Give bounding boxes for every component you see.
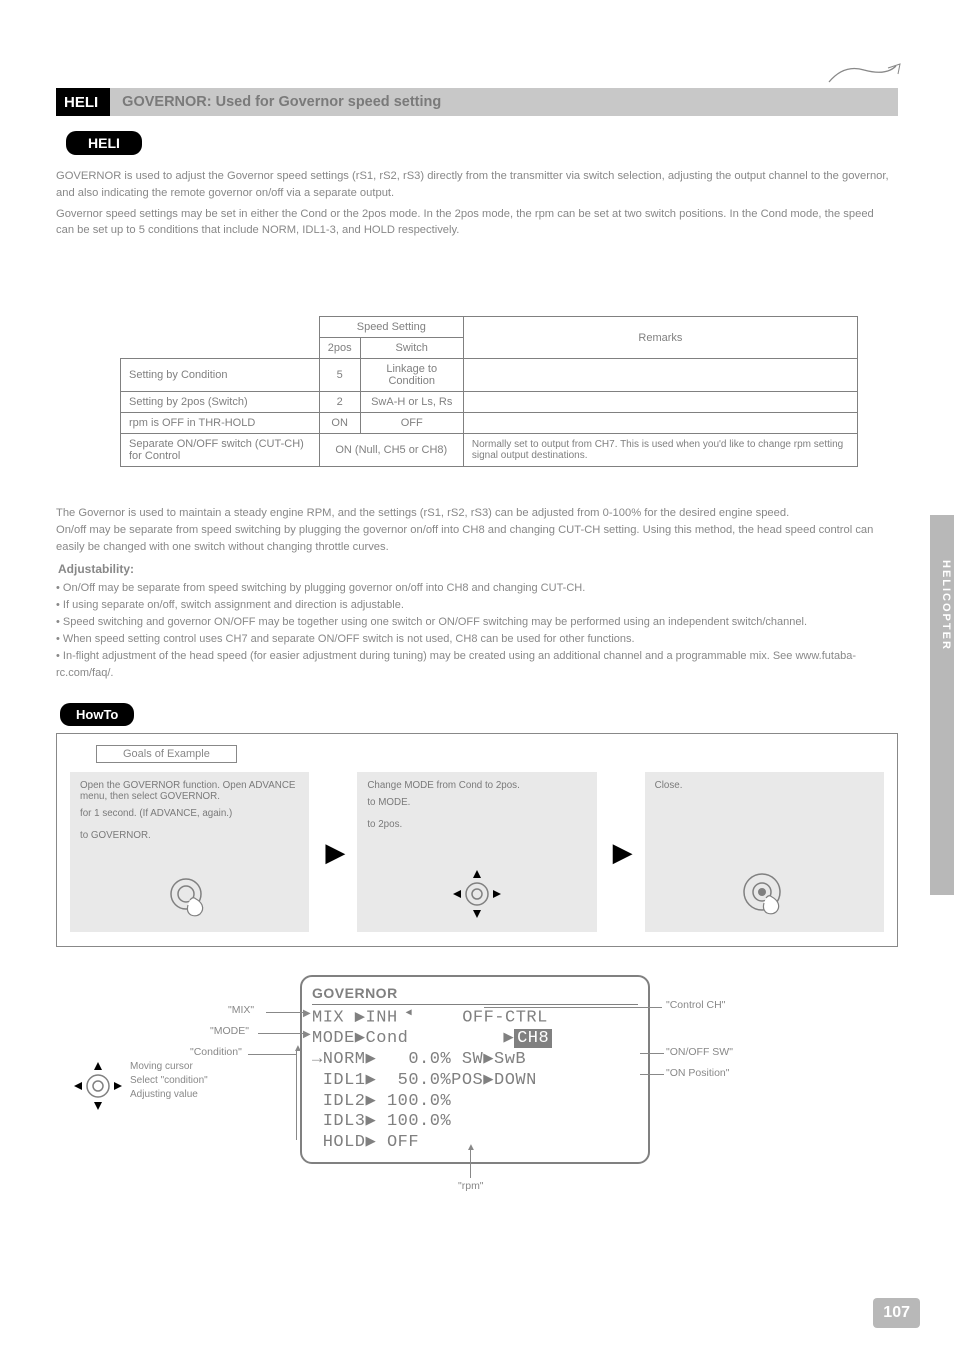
heli-tab: HELI — [56, 88, 110, 116]
howto-step-1: Open the GOVERNOR function. Open ADVANCE… — [70, 772, 309, 932]
chevron-right-icon: ▶ — [325, 837, 341, 868]
table-row: Setting by 2pos (Switch) 2 SwA-H or Ls, … — [121, 392, 858, 413]
lcd-label-mode: "MODE" — [210, 1025, 249, 1037]
adjustability-list: • On/Off may be separate from speed swit… — [56, 580, 894, 682]
mid-text: The Governor is used to maintain a stead… — [56, 505, 894, 555]
lcd-label-ctrl: "Control CH" — [666, 999, 725, 1011]
lcd-line-6: IDL3▶ 100.0% — [312, 1112, 638, 1133]
lcd-line-2: MODE▶Cond▶CH8 — [312, 1029, 638, 1050]
howto-step-3: Close. — [645, 772, 884, 932]
lcd-label-mix: "MIX" — [228, 1004, 254, 1016]
lcd-label-rpm: "rpm" — [458, 1180, 484, 1192]
howto-step-2: Change MODE from Cond to 2pos. to MODE. … — [357, 772, 596, 932]
lcd-label-pos: "ON Position" — [666, 1067, 729, 1079]
table-sub-2pos: 2pos — [319, 338, 360, 359]
section-title: GOVERNOR: Used for Governor speed settin… — [110, 94, 441, 110]
lcd-line-3: →NORM▶ 0.0% SW▶SwB — [312, 1050, 638, 1071]
table-head-remarks: Remarks — [463, 317, 857, 359]
howto-pill: HowTo — [60, 703, 134, 726]
press-icon — [166, 874, 214, 922]
lcd-label-onoff: "ON/OFF SW" — [666, 1046, 733, 1058]
lcd-label-cond: "Condition" — [190, 1046, 242, 1058]
lcd-line-5: IDL2▶ 100.0% — [312, 1092, 638, 1113]
table-row: rpm is OFF in THR-HOLD ON OFF — [121, 413, 858, 434]
intro-p1: GOVERNOR is used to adjust the Governor … — [56, 168, 894, 202]
mid-p2: On/off may be separate from speed switch… — [56, 522, 894, 556]
dpad-icon — [70, 1058, 126, 1119]
heli-pill: HELI — [66, 131, 142, 155]
side-tab-label: HELICOPTER — [932, 560, 952, 651]
lcd-line-4: IDL1▶ 50.0%POS▶DOWN — [312, 1071, 638, 1092]
lcd-line-1: MIX ▶INH◀OFF-CTRL — [312, 1008, 638, 1029]
lcd-screen: GOVERNOR MIX ▶INH◀OFF-CTRL MODE▶Cond▶CH8… — [300, 975, 650, 1164]
table-head-speed: Speed Setting — [319, 317, 463, 338]
press-icon — [736, 866, 792, 922]
intro-p2: Governor speed settings may be set in ei… — [56, 206, 894, 240]
table-row: Separate ON/OFF switch (CUT-CH) for Cont… — [121, 434, 858, 467]
howto-box-label: Goals of Example — [96, 745, 237, 763]
adjustability-heading: Adjustability: — [58, 562, 134, 576]
dpad-note: Moving cursor Select "condition" Adjusti… — [130, 1060, 208, 1102]
speed-setting-table: Speed Setting Remarks 2pos Switch Settin… — [120, 316, 858, 467]
dpad-icon — [449, 866, 505, 922]
page-number: 107 — [873, 1298, 920, 1328]
section-header: HELI GOVERNOR: Used for Governor speed s… — [56, 88, 898, 116]
howto-steps: Open the GOVERNOR function. Open ADVANCE… — [70, 772, 884, 932]
lcd-title: GOVERNOR — [312, 985, 638, 1005]
mid-p1: The Governor is used to maintain a stead… — [56, 505, 894, 522]
intro-text: GOVERNOR is used to adjust the Governor … — [56, 168, 894, 243]
table-sub-switch: Switch — [360, 338, 463, 359]
chevron-right-icon: ▶ — [613, 837, 629, 868]
table-row: Setting by Condition 5 Linkage to Condit… — [121, 359, 858, 392]
